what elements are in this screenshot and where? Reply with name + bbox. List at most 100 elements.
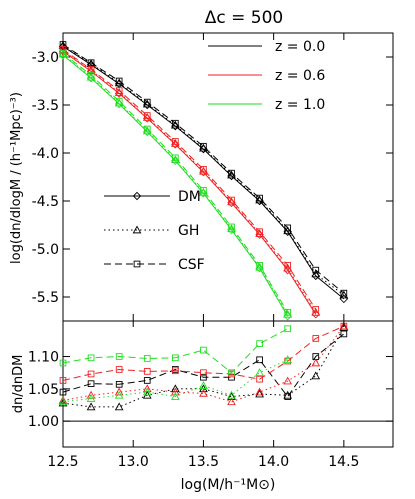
style-legend-marker-0 (132, 191, 142, 201)
point-z0.0-csf-5 (200, 142, 207, 150)
top-y-axis-label: log(dn/dlogM / (h⁻¹Mpc)⁻³) (9, 92, 24, 264)
series-line-z0.6-csf (62, 48, 317, 310)
point-z1.0-gh-6 (227, 390, 236, 399)
point-z0.6-csf-3 (143, 112, 151, 119)
top-y-tick-label-0: -3.0 (32, 50, 59, 66)
point-z1.0-csf-2 (115, 353, 123, 360)
point-z0.0-csf-2 (115, 77, 123, 85)
point-z0.6-gh-3 (142, 384, 152, 393)
top-y-tick-label-1: -3.5 (32, 98, 59, 114)
point-z0.0-gh-10 (339, 290, 349, 299)
point-z0.6-gh-3 (142, 112, 152, 121)
point-z0.0-gh-4 (170, 120, 180, 129)
bottom-y-tick-label-0: 1.00 (28, 414, 59, 430)
bottom-series-group (58, 321, 393, 422)
z-legend-label-0: z = 0.0 (275, 39, 325, 55)
point-z0.0-csf-7 (256, 356, 263, 364)
point-z1.0-csf-3 (143, 355, 151, 362)
point-z0.0-csf-0 (59, 388, 67, 396)
point-z0.6-gh-6 (227, 197, 236, 206)
point-z0.0-csf-2 (115, 380, 123, 388)
top-y-tick-label-3: -4.5 (32, 194, 59, 210)
point-z0.6-csf-4 (172, 367, 179, 375)
x-axis-label: log(M/h⁻¹M⊙) (181, 477, 276, 493)
point-z1.0-csf-7 (256, 340, 263, 347)
point-z0.0-csf-7 (256, 194, 263, 202)
point-z0.0-csf-8 (284, 224, 292, 232)
point-z0.6-csf-7 (256, 228, 263, 236)
point-z0.0-csf-6 (228, 169, 235, 177)
point-z0.0-gh-9 (311, 371, 321, 380)
point-z1.0-gh-7 (255, 368, 264, 377)
point-z0.0-csf-4 (172, 119, 179, 127)
point-z1.0-csf-1 (87, 354, 95, 362)
point-z0.6-csf-9 (312, 335, 320, 342)
simulation-legend: DM GH CSF (104, 189, 205, 273)
series-line-z1.0-gh (62, 53, 289, 315)
point-z0.6-csf-7 (256, 375, 263, 383)
point-z0.0-gh-8 (283, 390, 293, 399)
point-z0.6-dm-7 (255, 230, 264, 239)
point-z1.0-csf-0 (59, 359, 67, 367)
point-z0.6-csf-2 (115, 87, 123, 94)
point-z0.6-gh-4 (170, 387, 180, 396)
point-z1.0-dm-3 (143, 127, 152, 137)
series-line-z1.0-gh (62, 359, 288, 403)
point-z0.6-csf-5 (200, 165, 207, 173)
bottom-y-tick-label-1: 1.05 (28, 382, 59, 398)
mass-function-panel: -3.0-3.5-4.0-4.5-5.0-5.5 z = 0.0z = 0.6z… (9, 32, 394, 322)
point-z0.0-csf-9 (312, 266, 320, 274)
top-series-group (58, 40, 349, 321)
point-z0.6-csf-0 (59, 377, 67, 384)
bottom-panel-frame (62, 320, 394, 448)
style-legend-label-1: GH (178, 223, 199, 239)
point-z1.0-gh-1 (86, 394, 96, 402)
point-z0.6-gh-9 (311, 358, 321, 367)
point-z1.0-csf-8 (284, 325, 292, 333)
point-z1.0-csf-5 (200, 187, 207, 194)
point-z0.0-csf-3 (143, 98, 151, 106)
point-z0.6-csf-4 (172, 138, 179, 145)
top-y-tick-label-2: -4.0 (32, 146, 59, 162)
top-y-tick-label-4: -5.0 (32, 242, 59, 258)
point-z0.0-dm-7 (255, 196, 264, 206)
series-line-z0.6-gh (62, 49, 317, 313)
point-z1.0-csf-4 (172, 154, 179, 162)
z-legend-label-2: z = 1.0 (275, 97, 325, 113)
point-z1.0-csf-3 (143, 125, 151, 133)
point-z0.6-gh-6 (227, 397, 236, 406)
point-z0.0-csf-5 (200, 373, 207, 381)
top-y-tick-label-5: -5.5 (32, 290, 59, 306)
point-z0.6-gh-7 (255, 229, 264, 237)
point-z0.6-csf-2 (115, 366, 123, 373)
x-tick-label-3: 14.0 (258, 454, 289, 470)
point-z1.0-gh-3 (142, 387, 152, 396)
point-z0.6-dm-5 (199, 167, 208, 177)
bottom-y-axis-label: dn/dnDM (11, 355, 26, 414)
point-z0.0-gh-7 (255, 195, 264, 204)
point-z0.6-gh-2 (114, 387, 124, 396)
point-z0.0-gh-0 (58, 398, 68, 407)
point-z0.0-gh-10 (339, 322, 349, 331)
point-z1.0-gh-8 (283, 355, 293, 364)
series-line-z1.0-dm (62, 54, 289, 317)
bottom-y-axis: 1.00 1.05 1.10 (28, 350, 393, 430)
series-line-z0.6-csf (62, 325, 345, 381)
point-z0.6-csf-0 (59, 45, 67, 53)
point-z0.0-gh-9 (311, 269, 321, 278)
point-z1.0-csf-8 (284, 309, 292, 316)
point-z0.0-gh-6 (227, 392, 236, 400)
ratio-panel: 1.00 1.05 1.10 dn/dnDM (11, 320, 394, 448)
point-z0.6-gh-5 (199, 388, 208, 397)
point-z0.6-dm-6 (227, 198, 236, 208)
point-z1.0-dm-2 (114, 99, 124, 109)
point-z0.6-csf-3 (143, 368, 151, 375)
point-z0.6-csf-9 (312, 306, 320, 313)
point-z0.6-gh-7 (255, 387, 264, 396)
series-line-z0.0-gh (62, 327, 345, 408)
point-z0.0-gh-2 (114, 402, 124, 411)
point-z0.0-gh-7 (255, 389, 264, 398)
point-z1.0-csf-7 (256, 261, 263, 269)
x-tick-label-1: 13.0 (118, 454, 149, 470)
